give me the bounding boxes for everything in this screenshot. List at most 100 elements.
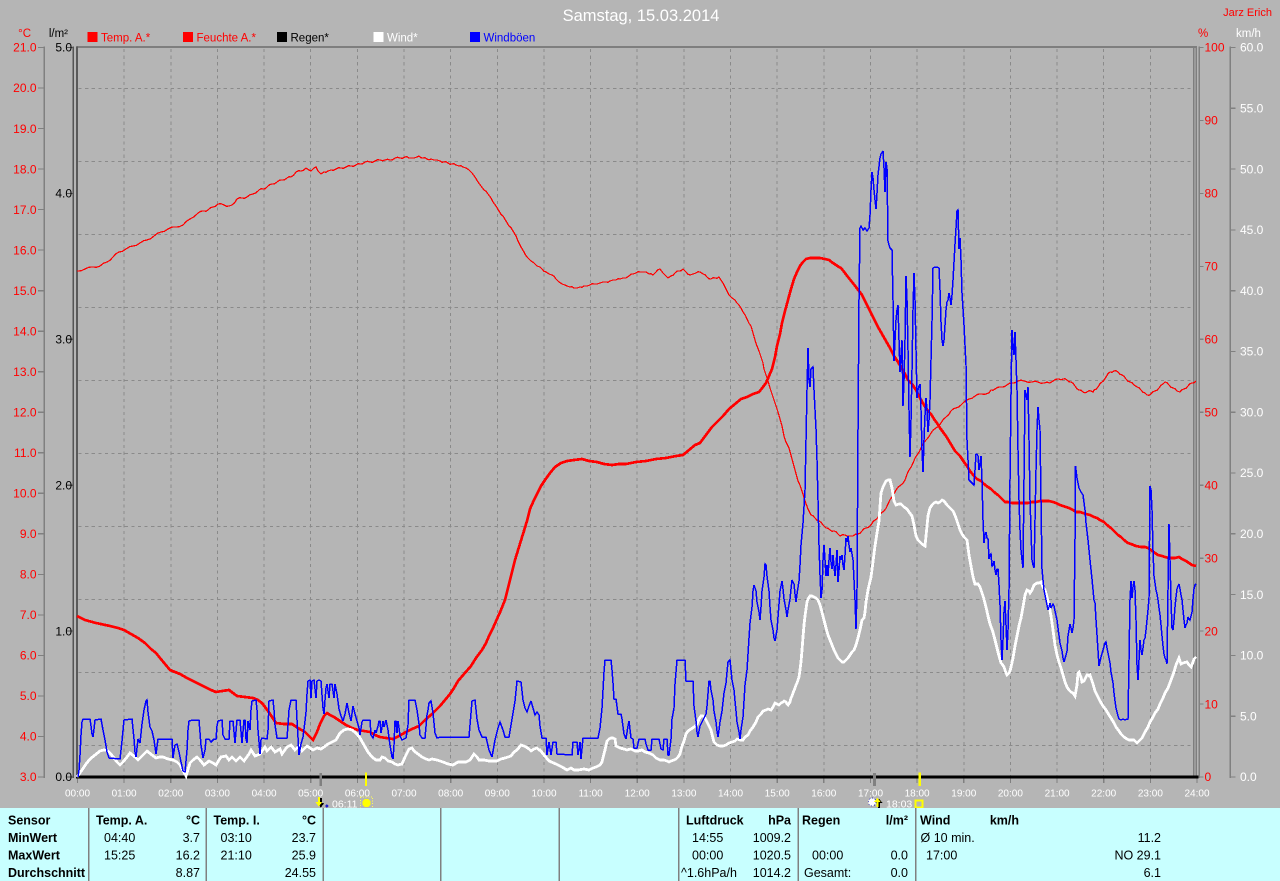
svg-text:01:00: 01:00 xyxy=(112,789,137,800)
svg-text:16.0: 16.0 xyxy=(13,243,37,257)
svg-text:11:00: 11:00 xyxy=(578,789,603,800)
svg-text:17.0: 17.0 xyxy=(13,203,37,217)
svg-text:Temp. A.*: Temp. A.* xyxy=(101,33,151,45)
svg-text:22:00: 22:00 xyxy=(1091,789,1116,800)
svg-text:6.0: 6.0 xyxy=(20,649,37,663)
svg-text:Samstag, 15.03.2014: Samstag, 15.03.2014 xyxy=(563,7,720,25)
svg-text:6.1: 6.1 xyxy=(1144,866,1161,880)
svg-text:24:00: 24:00 xyxy=(1184,789,1209,800)
svg-text:15.0: 15.0 xyxy=(13,284,37,298)
svg-text:Temp. I.: Temp. I. xyxy=(214,814,260,828)
svg-text:Luftdruck: Luftdruck xyxy=(686,814,744,828)
svg-text:8.0: 8.0 xyxy=(20,568,37,582)
svg-text:40: 40 xyxy=(1205,478,1219,492)
svg-text:00:00: 00:00 xyxy=(812,849,843,863)
svg-text:25.0: 25.0 xyxy=(1240,466,1264,480)
svg-text:21:00: 21:00 xyxy=(1045,789,1070,800)
svg-text:l/m²: l/m² xyxy=(49,28,68,40)
svg-text:10.0: 10.0 xyxy=(13,487,37,501)
svg-text:21.0: 21.0 xyxy=(13,41,37,55)
svg-text:4.0: 4.0 xyxy=(55,187,72,201)
svg-text:0.0: 0.0 xyxy=(891,866,908,880)
svg-text:25.9: 25.9 xyxy=(292,849,316,863)
svg-text:11.2: 11.2 xyxy=(1138,831,1161,845)
svg-text:16.2: 16.2 xyxy=(176,849,200,863)
svg-text:5.0: 5.0 xyxy=(1240,709,1257,723)
svg-text:13:00: 13:00 xyxy=(671,789,696,800)
svg-text:16:00: 16:00 xyxy=(811,789,836,800)
svg-text:Wind*: Wind* xyxy=(387,33,418,45)
svg-text:3.0: 3.0 xyxy=(55,333,72,347)
svg-text:18:03: 18:03 xyxy=(886,799,912,811)
svg-text:km/h: km/h xyxy=(990,814,1019,828)
svg-text:24.55: 24.55 xyxy=(285,866,316,880)
svg-text:40.0: 40.0 xyxy=(1240,284,1264,298)
svg-text:23.7: 23.7 xyxy=(292,831,316,845)
svg-text:°C: °C xyxy=(302,814,316,828)
svg-text:55.0: 55.0 xyxy=(1240,102,1264,116)
svg-text:Regen*: Regen* xyxy=(291,33,330,45)
svg-text:0.0: 0.0 xyxy=(55,770,72,784)
svg-text:Regen: Regen xyxy=(802,814,840,828)
svg-text:°C: °C xyxy=(186,814,200,828)
svg-text:50.0: 50.0 xyxy=(1240,162,1264,176)
svg-text:19.0: 19.0 xyxy=(13,122,37,136)
svg-text:Jarz Erich: Jarz Erich xyxy=(1223,7,1272,19)
svg-text:23:00: 23:00 xyxy=(1138,789,1163,800)
svg-text:5.0: 5.0 xyxy=(20,689,37,703)
svg-text:20:00: 20:00 xyxy=(998,789,1023,800)
svg-text:Wind: Wind xyxy=(920,814,950,828)
svg-text:10.0: 10.0 xyxy=(1240,649,1264,663)
svg-text:08:00: 08:00 xyxy=(438,789,463,800)
svg-text:12.0: 12.0 xyxy=(13,406,37,420)
svg-text:80: 80 xyxy=(1205,187,1219,201)
svg-text:Gesamt:: Gesamt: xyxy=(804,866,851,880)
svg-text:05:00: 05:00 xyxy=(298,789,323,800)
svg-text:11.0: 11.0 xyxy=(14,446,37,460)
svg-text:12:00: 12:00 xyxy=(625,789,650,800)
svg-text:18.0: 18.0 xyxy=(13,162,37,176)
svg-text:09:00: 09:00 xyxy=(485,789,510,800)
svg-text:02:00: 02:00 xyxy=(158,789,183,800)
svg-text:NO 29.1: NO 29.1 xyxy=(1114,849,1161,863)
svg-text:50: 50 xyxy=(1205,405,1219,419)
svg-text:15:25: 15:25 xyxy=(104,849,135,863)
svg-text:30.0: 30.0 xyxy=(1240,405,1264,419)
svg-text:30: 30 xyxy=(1205,551,1219,565)
svg-text:17:00: 17:00 xyxy=(926,849,957,863)
svg-text:20: 20 xyxy=(1205,624,1219,638)
svg-text:20.0: 20.0 xyxy=(1240,527,1264,541)
svg-text:5.0: 5.0 xyxy=(55,41,72,55)
svg-text:14:55: 14:55 xyxy=(692,831,723,845)
svg-text:00:00: 00:00 xyxy=(692,849,723,863)
svg-text:10:00: 10:00 xyxy=(531,789,556,800)
svg-text:3.7: 3.7 xyxy=(183,831,200,845)
svg-text:Temp. A.: Temp. A. xyxy=(96,814,147,828)
svg-text:MaxWert: MaxWert xyxy=(8,849,61,863)
svg-text:04:40: 04:40 xyxy=(104,831,135,845)
svg-text:07:00: 07:00 xyxy=(391,789,416,800)
svg-text:0: 0 xyxy=(1205,770,1212,784)
svg-text:13.0: 13.0 xyxy=(13,365,37,379)
svg-text:%: % xyxy=(1198,28,1208,40)
svg-text:2.0: 2.0 xyxy=(55,478,72,492)
svg-text:Feuchte A.*: Feuchte A.* xyxy=(197,33,257,45)
svg-text:03:00: 03:00 xyxy=(205,789,230,800)
svg-text:l/m²: l/m² xyxy=(886,814,908,828)
svg-text:0.0: 0.0 xyxy=(1240,770,1257,784)
svg-text:60.0: 60.0 xyxy=(1240,41,1264,55)
svg-text:km/h: km/h xyxy=(1236,28,1261,40)
svg-text:18:00: 18:00 xyxy=(905,789,930,800)
svg-text:4.0: 4.0 xyxy=(20,730,37,744)
svg-text:17:00: 17:00 xyxy=(858,789,883,800)
svg-text:20.0: 20.0 xyxy=(13,81,37,95)
svg-text:14:00: 14:00 xyxy=(718,789,743,800)
svg-text:90: 90 xyxy=(1205,114,1219,128)
svg-text:Durchschnitt: Durchschnitt xyxy=(8,866,86,880)
svg-text:45.0: 45.0 xyxy=(1240,223,1264,237)
svg-text:100: 100 xyxy=(1205,41,1225,55)
svg-text:8.87: 8.87 xyxy=(176,866,200,880)
svg-text:1009.2: 1009.2 xyxy=(753,831,791,845)
svg-text:10: 10 xyxy=(1205,697,1219,711)
svg-text:^1.6hPa/h: ^1.6hPa/h xyxy=(681,866,737,880)
